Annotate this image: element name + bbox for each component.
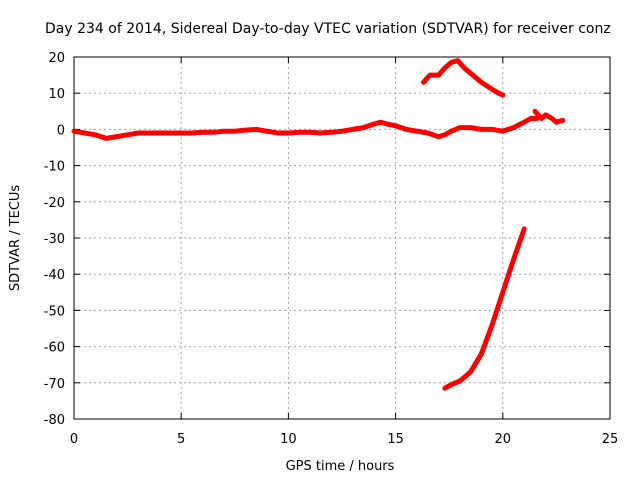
series-late-spike bbox=[532, 108, 566, 125]
x-tick-label: 20 bbox=[495, 432, 512, 447]
x-tick-label: 10 bbox=[280, 432, 297, 447]
y-tick-label: 10 bbox=[48, 87, 65, 102]
data-series bbox=[71, 58, 566, 391]
series-descending-branch bbox=[442, 226, 527, 391]
series-upper-arc bbox=[421, 58, 506, 98]
x-tick-label: 25 bbox=[602, 432, 619, 447]
y-tick-labels: 20 10 0 -10 -20 -30 -40 -50 -60 -70 -80 bbox=[44, 51, 65, 428]
y-tick-label: 0 bbox=[57, 123, 65, 138]
y-tick-label: -70 bbox=[44, 377, 65, 392]
y-tick-label: -50 bbox=[44, 304, 65, 319]
x-tick-label: 5 bbox=[177, 432, 185, 447]
y-tick-label: -40 bbox=[44, 268, 65, 283]
x-tick-label: 15 bbox=[387, 432, 404, 447]
y-axis-label: SDTVAR / TECUs bbox=[8, 185, 23, 292]
y-tick-label: -60 bbox=[44, 341, 65, 356]
y-tick-label: -10 bbox=[44, 160, 65, 175]
x-tick-label: 0 bbox=[70, 432, 78, 447]
y-tick-label: -80 bbox=[44, 413, 65, 428]
chart-title: Day 234 of 2014, Sidereal Day-to-day VTE… bbox=[45, 21, 611, 37]
y-tick-label: -30 bbox=[44, 232, 65, 247]
x-axis-label: GPS time / hours bbox=[286, 459, 395, 474]
series-main-trace bbox=[71, 116, 540, 141]
x-tick-labels: 0 5 10 15 20 25 bbox=[70, 432, 618, 447]
y-tick-label: -20 bbox=[44, 196, 65, 211]
y-tick-label: 20 bbox=[48, 51, 65, 66]
grid bbox=[74, 57, 610, 419]
